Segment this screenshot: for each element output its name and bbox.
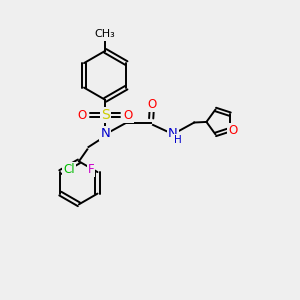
Text: S: S <box>101 108 110 122</box>
Text: H: H <box>174 135 182 146</box>
Text: O: O <box>147 98 156 111</box>
Text: Cl: Cl <box>64 163 75 176</box>
Text: N: N <box>100 128 110 140</box>
Text: N: N <box>168 128 178 140</box>
Text: F: F <box>88 163 94 176</box>
Text: O: O <box>228 124 237 137</box>
Text: O: O <box>78 109 87 122</box>
Text: O: O <box>124 109 133 122</box>
Text: CH₃: CH₃ <box>95 29 116 39</box>
